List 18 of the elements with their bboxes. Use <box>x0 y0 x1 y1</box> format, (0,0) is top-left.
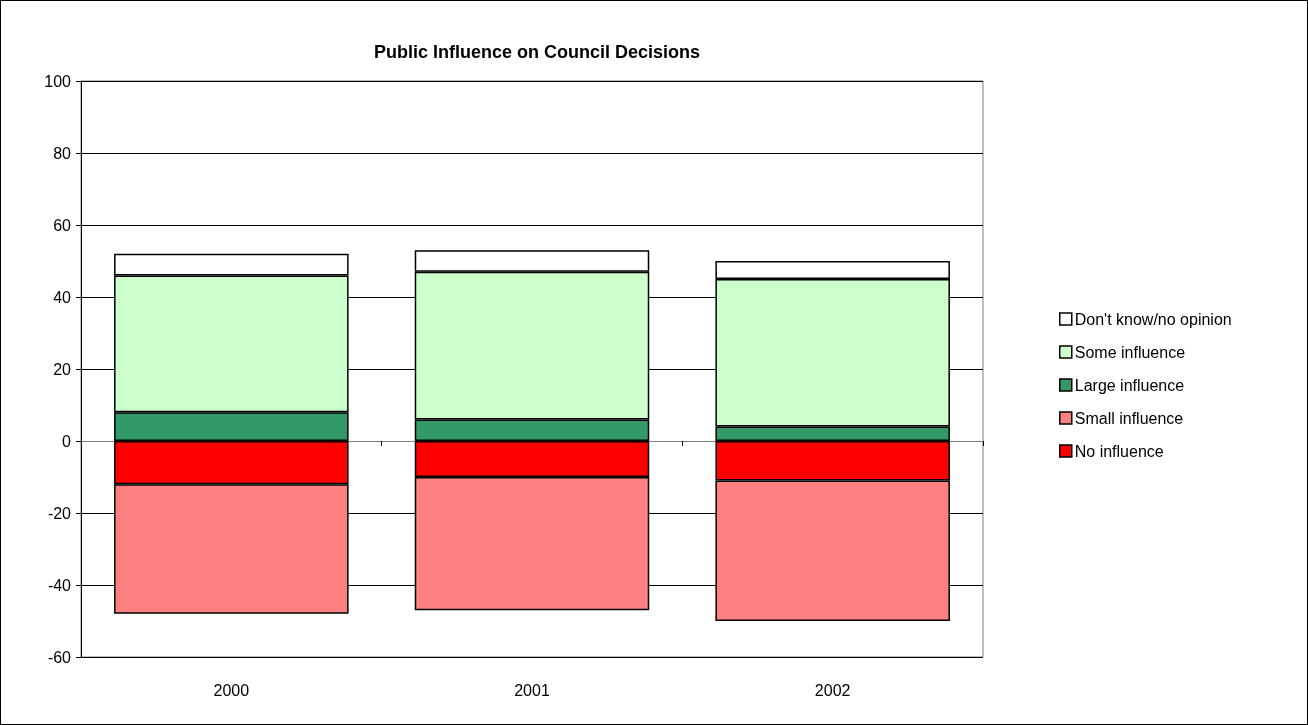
y-tick-label: 80 <box>53 144 72 162</box>
y-tick-label: -20 <box>47 504 72 522</box>
y-tick-label: 20 <box>53 360 72 378</box>
legend-label: Some influence <box>1074 343 1186 361</box>
x-tick-label: 2002 <box>814 681 851 699</box>
legend-label: No influence <box>1074 442 1164 460</box>
legend-label: Small influence <box>1074 409 1184 427</box>
x-tick-label: 2000 <box>213 681 250 699</box>
y-tick-label: -40 <box>47 576 72 594</box>
y-tick-label: 60 <box>53 216 72 234</box>
y-tick-label: -60 <box>47 648 72 666</box>
chart-title: Public Influence on Council Decisions <box>373 42 701 62</box>
legend-label: Large influence <box>1074 376 1185 394</box>
legend-label: Don't know/no opinion <box>1074 310 1232 328</box>
x-tick-label: 2001 <box>514 681 550 699</box>
y-tick-label: 0 <box>62 432 72 450</box>
y-tick-label: 40 <box>53 288 72 306</box>
y-tick-label: 100 <box>44 72 72 90</box>
